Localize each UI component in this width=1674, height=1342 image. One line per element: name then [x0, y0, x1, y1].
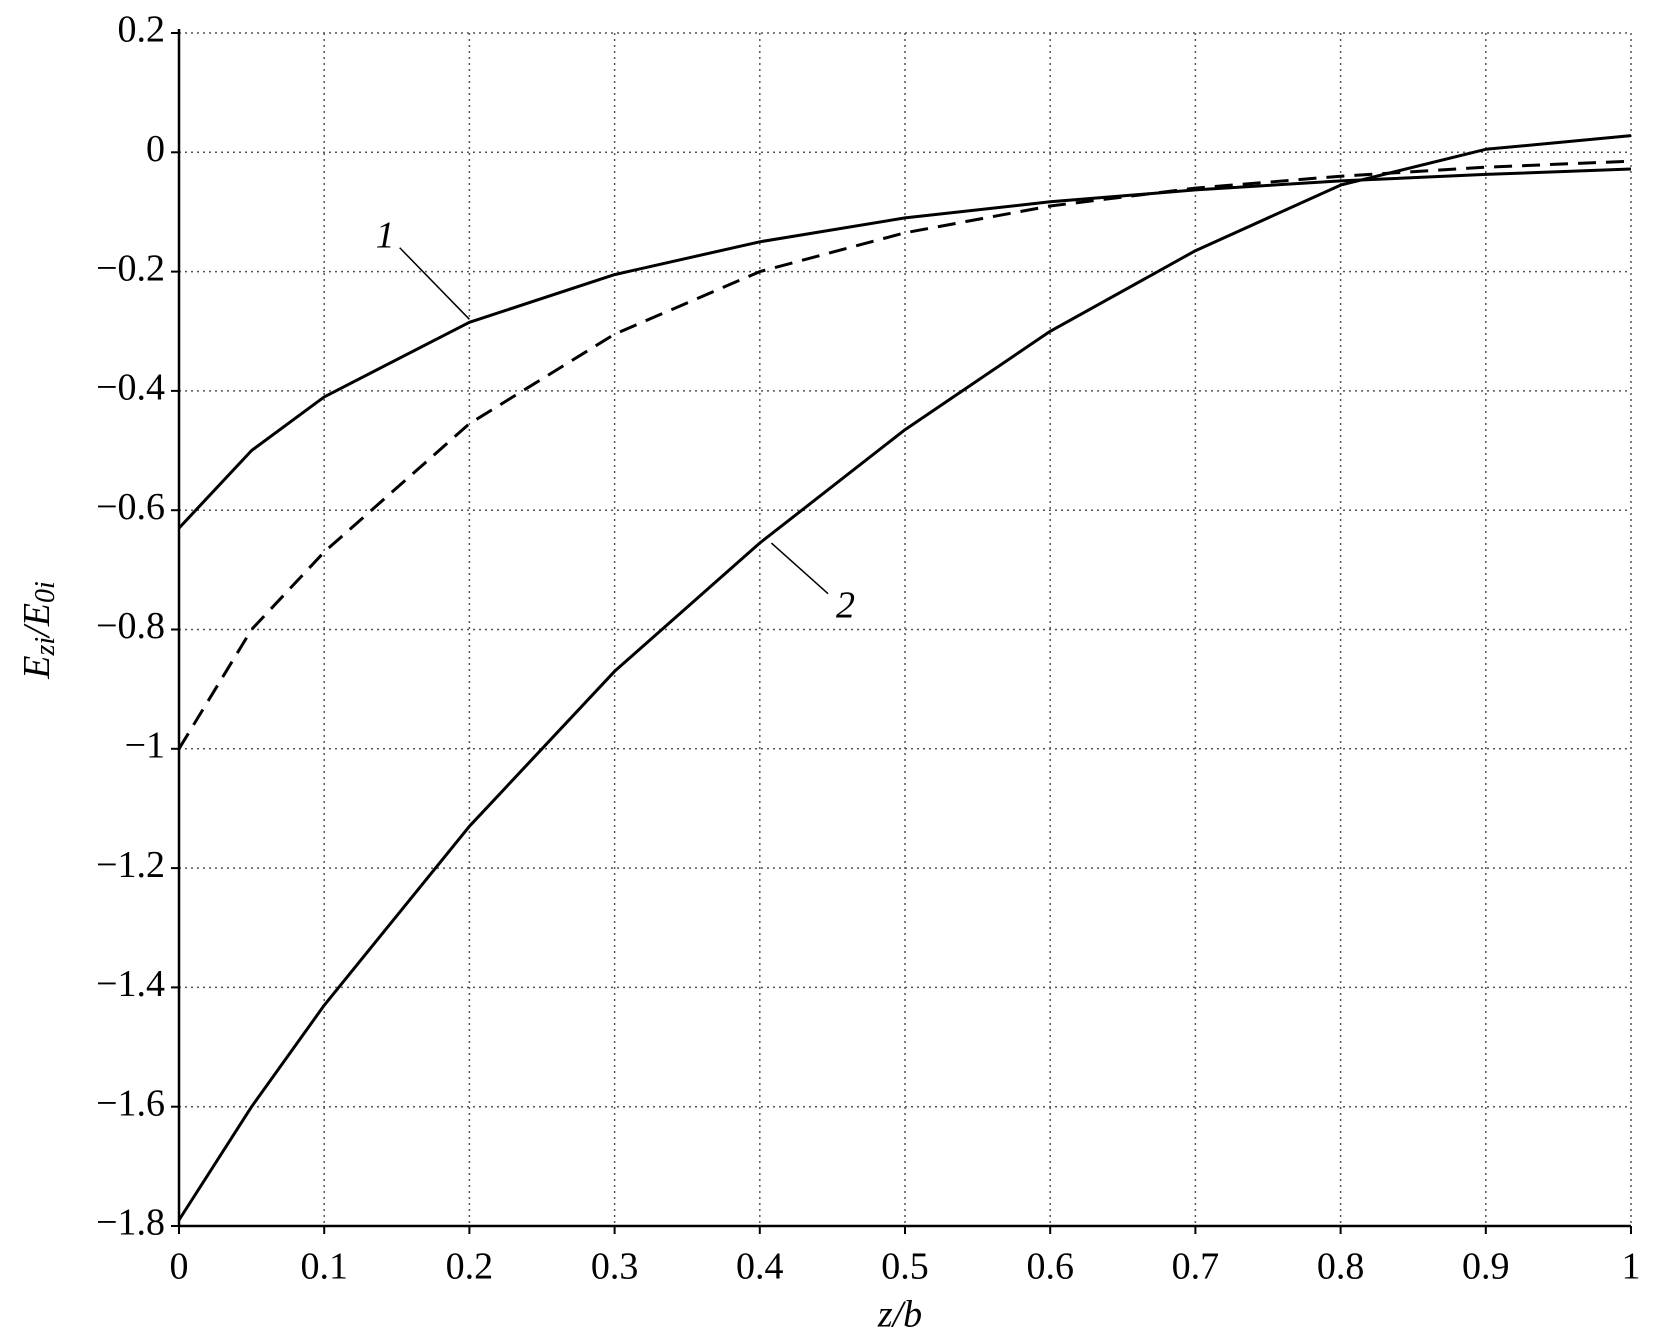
y-label-part: /E	[16, 603, 58, 639]
line	[177, 167, 1632, 530]
y-label-part: E	[16, 656, 58, 680]
line	[177, 134, 1632, 1221]
y-label-part: zi	[30, 637, 61, 657]
x-tick-label: 0.7	[1172, 1246, 1220, 1288]
y-label-part: 0i	[30, 581, 61, 603]
x-tick-label: 0.8	[1317, 1246, 1365, 1288]
x-tick-label: 0.4	[736, 1246, 784, 1288]
y-tick-label: 0	[146, 128, 165, 170]
y-tick-label: −1.2	[96, 844, 165, 886]
curve-label: 1	[376, 215, 395, 257]
leader-line	[770, 542, 829, 595]
x-axis-label: z/b	[877, 1294, 922, 1336]
y-tick-label: −1.6	[96, 1082, 165, 1124]
x-tick-label: 0.1	[300, 1246, 348, 1288]
curve-label: 2	[836, 584, 855, 626]
y-axis-label: Ezi/E0i	[16, 581, 62, 679]
x-tick-label: 0.3	[591, 1246, 639, 1288]
y-tick-label: −1.4	[96, 963, 165, 1005]
y-tick-label: −0.6	[96, 486, 165, 528]
y-tick-label: −1.8	[96, 1202, 165, 1244]
x-tick-label: 0.6	[1026, 1246, 1074, 1288]
y-tick-label: −1	[125, 725, 165, 767]
y-tick-label: 0.2	[118, 9, 166, 51]
y-tick-label: −0.2	[96, 247, 165, 289]
x-tick-label: 0.2	[446, 1246, 494, 1288]
y-tick-label: −0.8	[96, 605, 165, 647]
x-tick-label: 0	[170, 1246, 189, 1288]
x-tick-label: 0.9	[1462, 1246, 1510, 1288]
y-tick-label: −0.4	[96, 367, 165, 409]
x-tick-label: 1	[1622, 1246, 1641, 1288]
line	[177, 159, 1632, 750]
x-tick-label: 0.5	[881, 1246, 929, 1288]
leader-line	[399, 247, 470, 320]
